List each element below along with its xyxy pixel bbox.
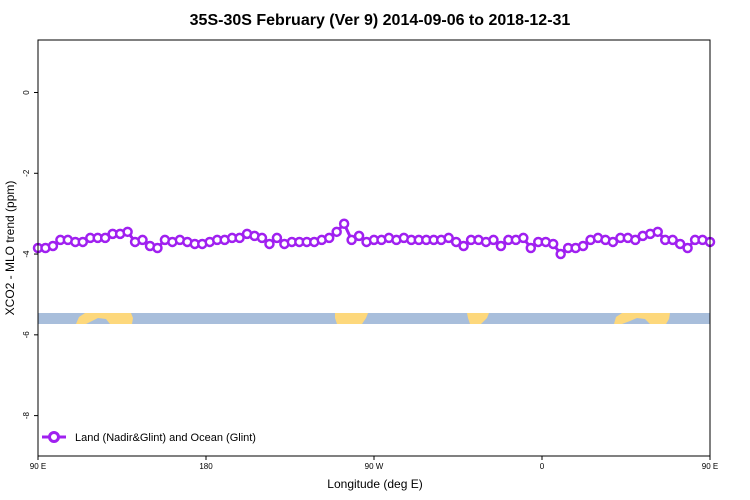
data-point [338, 218, 350, 230]
land-south-america [335, 313, 368, 324]
y-axis: 0 -2 -4 -6 -8 [22, 90, 38, 419]
land-africa [467, 313, 489, 324]
ocean-strip [38, 313, 710, 324]
data-point [353, 230, 365, 242]
data-point [525, 242, 537, 254]
data-point [331, 226, 342, 238]
y-tick-label: -8 [22, 412, 31, 420]
data-point [323, 232, 335, 244]
data-point [271, 232, 283, 244]
x-tick-label: 0 [540, 462, 545, 471]
data-point [346, 234, 357, 246]
y-axis-label: XCO2 - MLO trend (ppm) [3, 181, 17, 316]
data-point [488, 234, 499, 246]
data-point [630, 234, 641, 246]
data-point [137, 234, 148, 246]
x-tick-label: 90 E [702, 462, 718, 471]
chart-title: 35S-30S February (Ver 9) 2014-09-06 to 2… [190, 12, 571, 29]
data-point [667, 234, 678, 246]
data-point [152, 242, 163, 254]
plot-frame [37, 39, 711, 457]
data-point [607, 236, 619, 248]
x-tick-label: 90 W [365, 462, 384, 471]
data-point [99, 232, 111, 244]
data-point [458, 240, 469, 252]
land-australia [76, 313, 133, 324]
y-tick-label: -2 [22, 169, 31, 177]
data-point [443, 232, 454, 244]
x-axis: 90 E 180 90 W 0 90 E [30, 456, 718, 471]
data-point [122, 226, 133, 238]
data-point [652, 226, 663, 238]
data-point [264, 238, 275, 250]
legend-label: Land (Nadir&Glint) and Ocean (Glint) [75, 432, 256, 444]
legend-marker [48, 431, 60, 443]
data-point [450, 236, 462, 248]
data-point [234, 232, 245, 244]
land-australia-east [614, 313, 670, 324]
data-point [495, 240, 507, 252]
y-tick-label: -4 [22, 250, 31, 258]
data-point [518, 232, 529, 244]
y-tick-label: -6 [22, 331, 31, 339]
series-layer [32, 218, 716, 260]
legend: Land (Nadir&Glint) and Ocean (Glint) [42, 431, 256, 444]
land-ocean-strip [38, 313, 710, 324]
data-point [256, 232, 268, 244]
data-point [674, 238, 686, 250]
x-axis-label: Longitude (deg E) [327, 477, 422, 491]
data-point [577, 240, 589, 252]
data-point [547, 238, 559, 250]
data-point [682, 242, 693, 254]
x-tick-label: 90 E [30, 462, 46, 471]
data-point [77, 236, 89, 248]
y-tick-label: 0 [22, 90, 31, 95]
data-point [47, 240, 59, 252]
x-tick-label: 180 [199, 462, 213, 471]
data-point [555, 248, 566, 260]
